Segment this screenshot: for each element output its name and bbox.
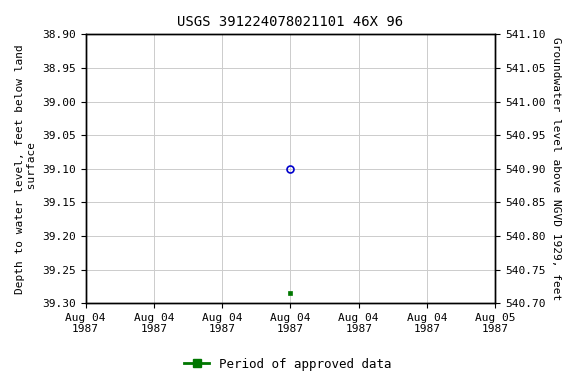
Y-axis label: Groundwater level above NGVD 1929, feet: Groundwater level above NGVD 1929, feet [551, 37, 561, 300]
Title: USGS 391224078021101 46X 96: USGS 391224078021101 46X 96 [177, 15, 403, 29]
Y-axis label: Depth to water level, feet below land
 surface: Depth to water level, feet below land su… [15, 44, 37, 294]
Legend: Period of approved data: Period of approved data [179, 353, 397, 376]
